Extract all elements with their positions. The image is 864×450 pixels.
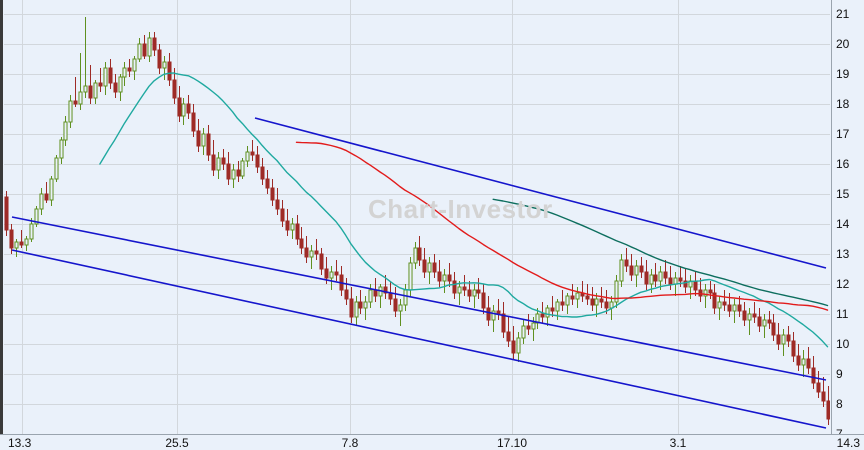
- y-axis-tick-19: 19: [836, 67, 850, 81]
- y-axis: 212019181716151413121110987: [831, 0, 864, 440]
- x-axis-tick-14-3: 14.3: [836, 436, 860, 450]
- x-axis-tick-13-3: 13.3: [8, 436, 32, 450]
- y-axis-tick-9: 9: [836, 367, 843, 381]
- chart-left-border: [0, 0, 3, 450]
- y-axis-tick-12: 12: [836, 277, 850, 291]
- x-axis-tick-25-5: 25.5: [165, 436, 189, 450]
- y-axis-tick-16: 16: [836, 157, 850, 171]
- x-axis-tick-3-1: 3.1: [669, 436, 687, 450]
- x-axis-tick-7-8: 7.8: [341, 436, 359, 450]
- chart-canvas: [4, 0, 830, 434]
- y-axis-tick-10: 10: [836, 337, 850, 351]
- y-axis-tick-8: 8: [836, 397, 843, 411]
- x-axis-tick-17-10: 17.10: [496, 436, 528, 450]
- y-axis-tick-11: 11: [836, 307, 849, 321]
- y-axis-tick-18: 18: [836, 97, 850, 111]
- y-axis-tick-14: 14: [836, 217, 850, 231]
- y-axis-tick-21: 21: [836, 7, 850, 21]
- chart-plot-area[interactable]: [4, 0, 830, 434]
- y-axis-tick-15: 15: [836, 187, 850, 201]
- y-axis-tick-17: 17: [836, 127, 850, 141]
- y-axis-tick-13: 13: [836, 247, 850, 261]
- y-axis-tick-20: 20: [836, 37, 850, 51]
- x-axis: 13.3 25.5 7.8 17.10 3.1 14.3: [0, 434, 864, 450]
